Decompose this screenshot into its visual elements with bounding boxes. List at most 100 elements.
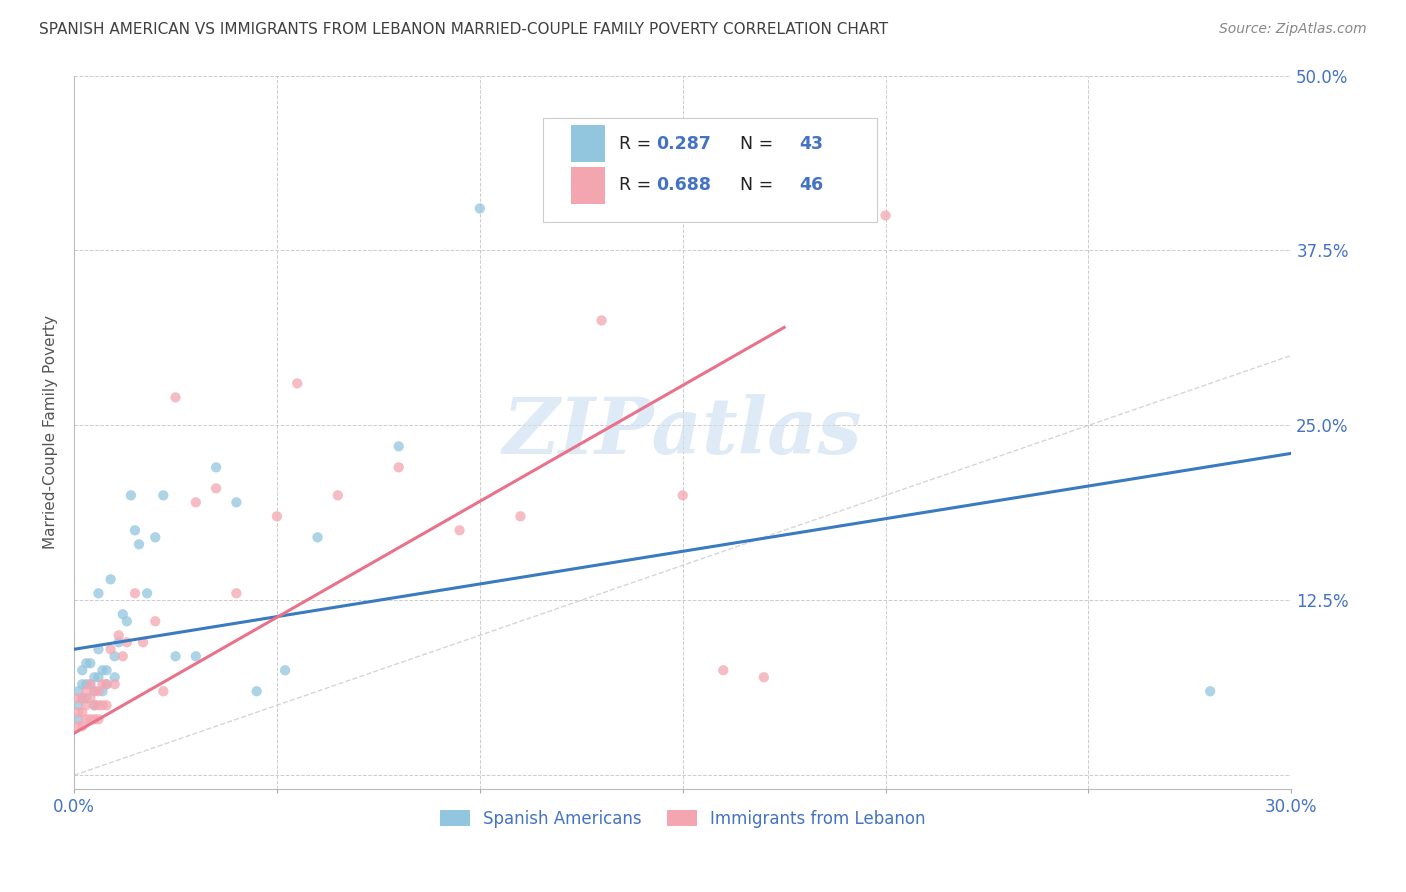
Point (83, 698, 105, 713)
Point (79, 712, 101, 726)
Point (184, 649, 207, 664)
Point (115, 615, 138, 629)
Text: 0.688: 0.688 (657, 177, 711, 194)
Point (79, 677, 101, 691)
Point (96, 663, 118, 677)
Point (104, 649, 127, 664)
Point (165, 649, 187, 664)
Text: R =: R = (620, 135, 657, 153)
Point (1199, 684, 1222, 698)
Point (128, 537, 150, 551)
Point (875, 209, 897, 223)
Point (87, 684, 110, 698)
Point (100, 572, 122, 586)
Point (591, 313, 613, 327)
Point (91, 698, 114, 713)
Point (67, 712, 90, 726)
Text: SPANISH AMERICAN VS IMMIGRANTS FROM LEBANON MARRIED-COUPLE FAMILY POVERTY CORREL: SPANISH AMERICAN VS IMMIGRANTS FROM LEBA… (39, 22, 889, 37)
Point (165, 390, 187, 404)
Point (752, 670, 775, 684)
Point (509, 509, 531, 524)
Point (285, 376, 308, 391)
Point (468, 202, 491, 216)
Point (67, 691, 90, 706)
Point (79, 677, 101, 691)
Point (111, 607, 134, 622)
Point (70, 705, 93, 719)
Point (83, 670, 105, 684)
Point (70, 663, 93, 677)
Point (274, 663, 297, 677)
Point (184, 495, 207, 509)
Point (225, 495, 247, 509)
Point (83, 712, 105, 726)
Point (83, 698, 105, 713)
Point (246, 684, 269, 698)
Point (87, 698, 110, 713)
Point (79, 657, 101, 671)
Point (132, 635, 155, 649)
Point (124, 586, 146, 600)
Point (711, 663, 734, 677)
Bar (571, 167, 605, 203)
Point (70, 691, 93, 706)
Point (83, 684, 105, 698)
Point (326, 488, 349, 502)
Text: N =: N = (728, 135, 779, 153)
Text: N =: N = (728, 177, 779, 194)
Point (115, 635, 138, 649)
Point (388, 460, 411, 475)
Point (205, 481, 228, 495)
Point (307, 530, 329, 544)
Text: 43: 43 (800, 135, 824, 153)
Point (75, 684, 97, 698)
Point (111, 649, 134, 664)
Point (87, 586, 110, 600)
Point (75, 677, 97, 691)
Point (96, 677, 118, 691)
Point (67, 684, 90, 698)
Point (225, 586, 247, 600)
Point (266, 509, 288, 524)
Point (70, 691, 93, 706)
Point (143, 615, 166, 629)
Point (107, 628, 129, 642)
Point (67, 705, 90, 719)
Point (449, 524, 471, 538)
Point (136, 586, 159, 600)
Text: 0.287: 0.287 (657, 135, 711, 153)
Point (75, 657, 97, 671)
Point (70, 677, 93, 691)
Point (120, 488, 142, 502)
Point (143, 530, 166, 544)
Text: Source: ZipAtlas.com: Source: ZipAtlas.com (1219, 22, 1367, 37)
Point (70, 719, 93, 733)
Text: ZIPatlas: ZIPatlas (503, 394, 862, 471)
Text: 46: 46 (800, 177, 824, 194)
Point (96, 677, 118, 691)
Point (87, 712, 110, 726)
Point (388, 439, 411, 453)
Point (152, 684, 174, 698)
Point (100, 642, 122, 657)
Point (152, 488, 174, 502)
Point (75, 698, 97, 713)
Point (104, 677, 127, 691)
Point (104, 670, 127, 684)
Point (87, 642, 110, 657)
Point (672, 488, 695, 502)
Point (83, 684, 105, 698)
Point (87, 670, 110, 684)
Point (67, 698, 90, 713)
Point (107, 635, 129, 649)
Point (205, 460, 228, 475)
Point (75, 691, 97, 706)
Point (91, 677, 114, 691)
FancyBboxPatch shape (543, 119, 877, 222)
Point (91, 684, 114, 698)
Legend: Spanish Americans, Immigrants from Lebanon: Spanish Americans, Immigrants from Leban… (433, 803, 932, 834)
Point (79, 691, 101, 706)
Point (91, 663, 114, 677)
Y-axis label: Married-Couple Family Poverty: Married-Couple Family Poverty (44, 316, 58, 549)
Point (67, 719, 90, 733)
